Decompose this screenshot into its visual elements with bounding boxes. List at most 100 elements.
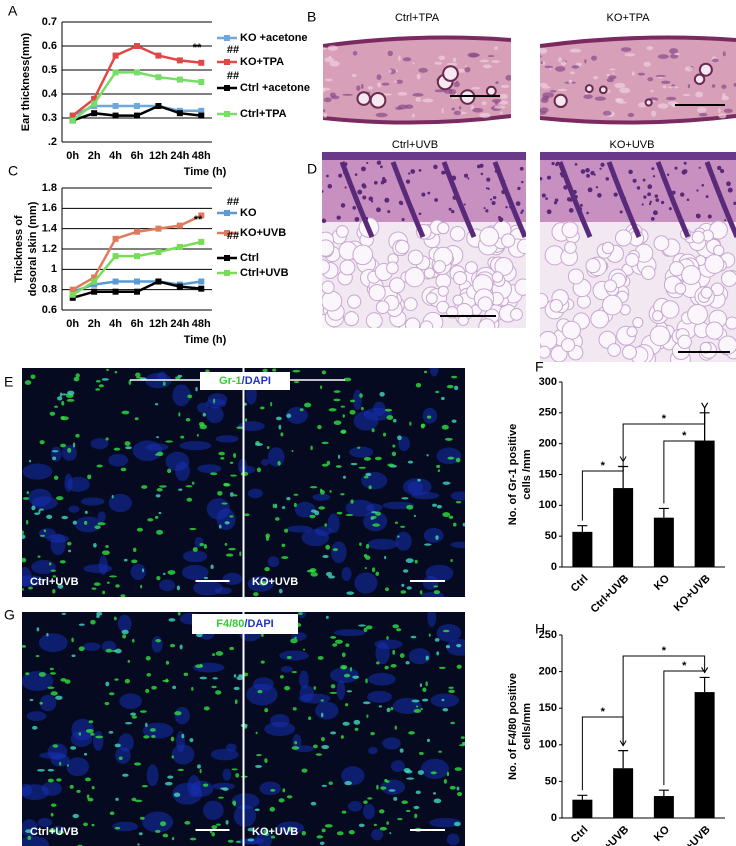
- cell: [560, 60, 567, 66]
- positive-cell: [410, 635, 417, 639]
- error-bar: [577, 794, 588, 800]
- nucleus: [674, 166, 678, 170]
- y-tick-label: 0.4: [42, 88, 58, 100]
- bar: [572, 799, 593, 818]
- positive-cell: [22, 644, 27, 648]
- cell: [620, 47, 632, 52]
- positive-cell: [257, 689, 263, 694]
- panel-letter: F: [535, 359, 544, 375]
- positive-cell: [353, 719, 361, 725]
- positive-cell: [430, 771, 437, 775]
- nucleus: [421, 192, 426, 197]
- nucleus: [492, 195, 497, 200]
- y-axis-title: cells /mm: [521, 449, 533, 499]
- positive-cell: [442, 512, 451, 518]
- positive-cell: [162, 381, 166, 386]
- nucleus: [159, 579, 176, 592]
- positive-cell: [154, 403, 159, 406]
- positive-cell: [436, 651, 440, 656]
- positive-cell: [321, 736, 325, 742]
- nucleus: [22, 819, 38, 838]
- positive-cell: [215, 651, 224, 656]
- nucleus: [22, 575, 46, 587]
- nucleus: [233, 804, 257, 827]
- nucleus: [142, 722, 174, 739]
- positive-cell: [132, 638, 135, 643]
- positive-cell: [210, 472, 218, 476]
- positive-cell: [433, 798, 442, 804]
- positive-cell: [400, 525, 406, 528]
- positive-cell: [376, 661, 380, 665]
- image-label: KO+UVB: [252, 576, 298, 588]
- legend-label: Ctrl +acetone: [240, 82, 310, 94]
- positive-cell: [390, 706, 394, 711]
- positive-cell: [220, 456, 225, 460]
- cell: [584, 59, 587, 64]
- cell: [324, 78, 333, 82]
- nucleus: [368, 672, 396, 686]
- positive-cell: [120, 467, 127, 472]
- positive-cell: [387, 463, 395, 467]
- cell: [650, 89, 654, 93]
- cell: [541, 85, 551, 89]
- nucleus: [429, 817, 462, 828]
- positive-cell: [266, 445, 270, 450]
- positive-cell: [95, 380, 101, 383]
- positive-cell: [29, 698, 34, 701]
- positive-cell: [317, 656, 324, 660]
- positive-cell: [104, 702, 110, 706]
- cell: [387, 69, 392, 74]
- positive-cell: [229, 492, 234, 497]
- positive-cell: [53, 475, 59, 480]
- annotation: **: [193, 42, 202, 54]
- cell: [591, 55, 598, 61]
- positive-cell: [303, 402, 312, 408]
- positive-cell: [453, 821, 461, 827]
- positive-cell: [91, 823, 95, 827]
- nucleus: [341, 766, 365, 786]
- positive-cell: [165, 440, 174, 443]
- cell: [637, 72, 645, 76]
- positive-cell: [401, 497, 409, 500]
- positive-cell: [379, 809, 385, 814]
- positive-cell: [118, 756, 123, 760]
- cell: [544, 65, 554, 69]
- positive-cell: [51, 450, 59, 453]
- positive-cell: [433, 585, 439, 588]
- positive-cell: [421, 423, 426, 428]
- error-bar: [658, 507, 669, 518]
- positive-cell: [231, 768, 238, 771]
- y-axis-title: Ear thickness(mm): [20, 32, 32, 131]
- follicle: [693, 73, 706, 85]
- positive-cell: [114, 648, 122, 654]
- cell: [696, 107, 707, 113]
- legend-swatch: [224, 270, 230, 276]
- positive-cell: [445, 437, 453, 441]
- point: [134, 43, 140, 49]
- nucleus: [553, 201, 558, 205]
- cell: [657, 54, 669, 59]
- positive-cell: [281, 556, 289, 559]
- nucleus: [259, 781, 281, 796]
- cell: [657, 103, 669, 109]
- x-tick-label: KO: [652, 823, 672, 843]
- cell: [453, 110, 462, 116]
- cell: [351, 73, 357, 78]
- cell: [718, 113, 727, 119]
- adipocyte: [491, 271, 504, 283]
- nucleus: [210, 748, 239, 761]
- positive-cell: [215, 690, 222, 695]
- positive-cell: [340, 735, 344, 739]
- nucleus: [380, 779, 406, 795]
- cell: [398, 55, 401, 62]
- positive-cell: [290, 638, 298, 644]
- positive-cell: [130, 712, 137, 716]
- positive-cell: [52, 456, 57, 461]
- nucleus: [487, 187, 490, 191]
- positive-cell: [440, 396, 445, 401]
- positive-cell: [264, 758, 268, 763]
- positive-cell: [235, 773, 240, 778]
- positive-cell: [448, 689, 455, 693]
- nucleus: [410, 169, 416, 174]
- nucleus: [486, 177, 491, 182]
